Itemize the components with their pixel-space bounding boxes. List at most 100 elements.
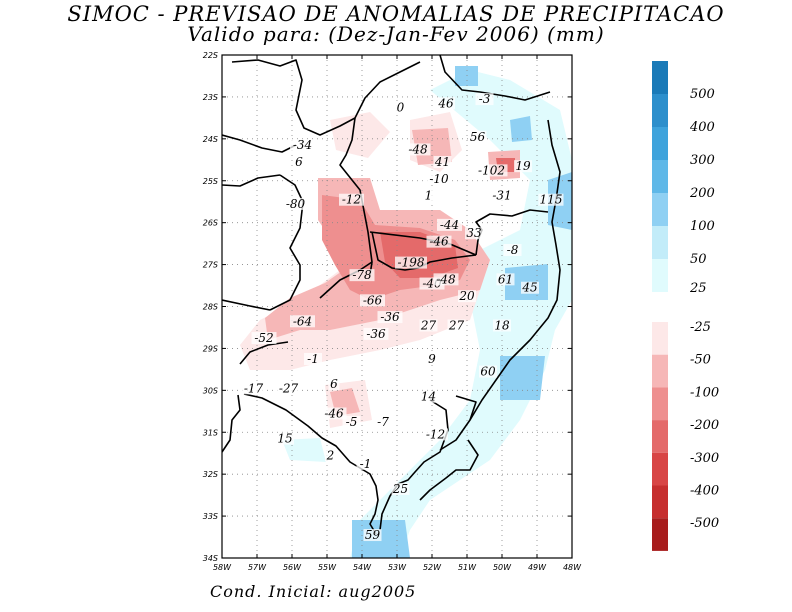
colorbar-positive-label-4: 100 bbox=[690, 219, 715, 234]
colorbar-negative-label-5: -400 bbox=[690, 484, 719, 499]
value-label-bg-44 bbox=[374, 415, 392, 428]
lat-label-3: 25S bbox=[203, 177, 218, 186]
value-label-bg-23 bbox=[433, 273, 459, 286]
anomaly-value-0: 0 bbox=[397, 100, 405, 114]
anomaly-region-6 bbox=[500, 356, 545, 400]
border-line-10 bbox=[439, 119, 561, 451]
border-line-16 bbox=[455, 395, 477, 421]
colorbar-positive-label-6: 25 bbox=[689, 281, 707, 296]
value-label-bg-46 bbox=[276, 432, 294, 445]
anomaly-value-45: -12 bbox=[426, 427, 445, 441]
lon-label-8: 50W bbox=[493, 563, 512, 572]
value-label-bg-2 bbox=[475, 93, 494, 106]
anomaly-region-3 bbox=[510, 116, 532, 142]
value-label-bg-0 bbox=[395, 101, 406, 114]
value-label-bg-50 bbox=[363, 529, 382, 542]
anomaly-value-29: -36 bbox=[380, 310, 400, 324]
anomaly-value-15: -80 bbox=[286, 197, 306, 211]
lon-label-5: 53W bbox=[388, 563, 407, 572]
lat-label-0: 22S bbox=[203, 51, 218, 60]
lat-label-4: 26S bbox=[203, 219, 218, 228]
value-label-bg-33 bbox=[493, 319, 511, 332]
lat-label-1: 23S bbox=[203, 93, 218, 102]
value-label-bg-39 bbox=[241, 382, 266, 395]
lon-label-9: 49W bbox=[528, 563, 547, 572]
anomaly-value-13: -31 bbox=[492, 189, 511, 203]
colorbar-negative-box-0 bbox=[652, 322, 668, 355]
anomaly-value-30: -36 bbox=[366, 327, 386, 341]
anomaly-value-25: 45 bbox=[521, 281, 537, 295]
border-line-2 bbox=[222, 134, 297, 153]
colorbar-negative-label-1: -50 bbox=[690, 353, 711, 368]
anomaly-value-21: -78 bbox=[352, 268, 372, 282]
value-label-bg-32 bbox=[447, 319, 466, 332]
value-label-bg-42 bbox=[321, 407, 347, 420]
lon-label-0: 58W bbox=[213, 563, 232, 572]
value-label-bg-3 bbox=[468, 130, 487, 143]
colorbar-negative-box-1 bbox=[652, 354, 668, 388]
lon-label-3: 55W bbox=[318, 563, 337, 572]
value-label-bg-45 bbox=[423, 428, 448, 441]
border-line-0 bbox=[231, 59, 421, 136]
border-line-17 bbox=[419, 439, 479, 501]
anomaly-value-12: 1 bbox=[425, 189, 433, 203]
border-line-8 bbox=[371, 231, 477, 271]
lon-label-7: 51W bbox=[458, 563, 477, 572]
value-label-bg-25 bbox=[521, 281, 539, 294]
anomaly-value-33: 18 bbox=[494, 318, 510, 332]
anomaly-value-17: 33 bbox=[466, 226, 482, 240]
value-label-bg-17 bbox=[465, 227, 483, 240]
anomaly-region-9 bbox=[330, 112, 390, 158]
anomaly-value-35: -1 bbox=[307, 352, 319, 366]
value-label-bg-5 bbox=[293, 155, 305, 168]
axis-ticks: 58W 57W 56W 55W 54W 53W 52W 51W 50W 49W 48W 22S 23S 2… bbox=[203, 51, 582, 572]
colorbar-positive-box-4 bbox=[652, 193, 668, 226]
colorbar-legend: 500 400 300 200 100 50 25 -25 -50 -100 -200 -300 -40… bbox=[652, 61, 719, 551]
anomaly-value-36: 9 bbox=[428, 352, 436, 366]
anomaly-value-6: -48 bbox=[408, 142, 428, 156]
lat-label-8: 30S bbox=[203, 386, 218, 395]
colorbar-negative-label-0: -25 bbox=[690, 320, 711, 335]
value-label-bg-35 bbox=[304, 352, 322, 365]
border-line-4 bbox=[269, 174, 304, 311]
value-label-bg-20 bbox=[395, 256, 427, 269]
anomaly-value-11: -12 bbox=[342, 193, 361, 207]
map-subtitle: Valido para: (Dez-Jan-Fev 2006) (mm) bbox=[187, 22, 605, 46]
colorbar-positive-label-3: 200 bbox=[689, 186, 715, 201]
value-label-bg-49 bbox=[391, 482, 410, 495]
border-line-14 bbox=[243, 393, 379, 535]
anomaly-value-9: 19 bbox=[515, 159, 531, 173]
value-label-bg-26 bbox=[458, 290, 476, 303]
value-label-bg-36 bbox=[426, 352, 438, 365]
colorbar-positive-label-1: 400 bbox=[689, 120, 715, 135]
anomaly-value-5: 6 bbox=[295, 155, 303, 169]
anomaly-value-4: -34 bbox=[293, 138, 312, 152]
lon-label-4: 54W bbox=[353, 563, 372, 572]
lon-label-1: 57W bbox=[248, 563, 267, 572]
value-label-bg-8 bbox=[475, 164, 508, 177]
anomaly-value-43: -5 bbox=[346, 415, 358, 429]
colorbar-negative-label-4: -300 bbox=[690, 451, 719, 466]
value-label-bg-48 bbox=[356, 457, 375, 470]
value-label-bg-13 bbox=[489, 189, 515, 202]
value-label-bg-19 bbox=[503, 244, 522, 257]
colorbar-negative-box-5 bbox=[652, 485, 668, 519]
value-label-bg-37 bbox=[479, 365, 497, 378]
anomaly-value-24: 61 bbox=[498, 272, 513, 286]
border-line-12 bbox=[239, 341, 289, 365]
value-label-bg-41 bbox=[419, 390, 438, 403]
value-label-bg-10 bbox=[426, 172, 452, 185]
anomaly-value-7: 41 bbox=[434, 155, 450, 169]
value-label-bg-1 bbox=[437, 97, 455, 110]
anomaly-value-34: -52 bbox=[254, 331, 273, 345]
colorbar-positive-box-5 bbox=[652, 226, 668, 259]
value-label-bg-47 bbox=[325, 449, 336, 462]
border-line-1 bbox=[439, 55, 551, 101]
anomaly-value-32: 27 bbox=[448, 318, 465, 332]
colorbar-negative-box-6 bbox=[652, 518, 668, 551]
value-label-bg-12 bbox=[423, 189, 434, 202]
colorbar-negative-label-3: -200 bbox=[690, 418, 719, 433]
colorbar-positive-box-2 bbox=[652, 127, 668, 160]
